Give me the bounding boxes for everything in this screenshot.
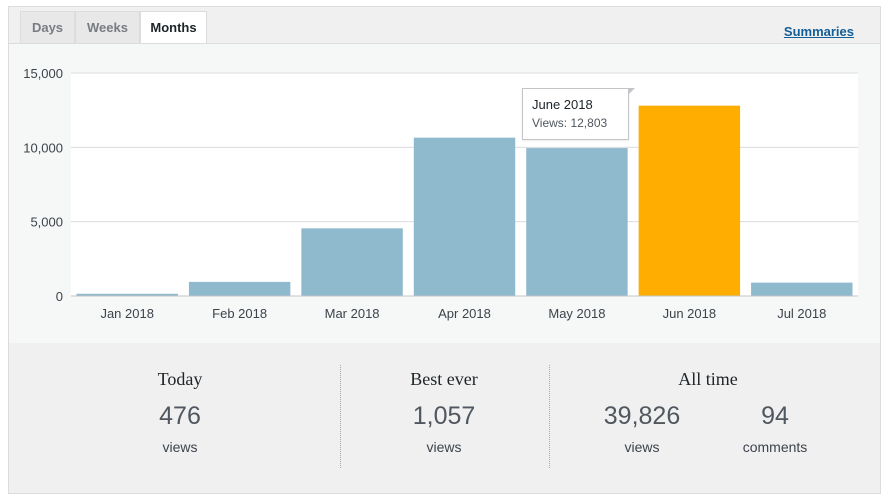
tab-days[interactable]: Days	[20, 11, 75, 44]
y-tick-label: 5,000	[30, 215, 63, 230]
stat-alltime-comments-unit: comments	[742, 439, 808, 455]
stat-alltime-comments-value: 94	[761, 402, 789, 430]
bar	[301, 228, 403, 296]
bar	[751, 282, 853, 296]
x-tick-label: Jun 2018	[663, 306, 717, 321]
y-tick-label: 10,000	[23, 140, 63, 155]
bar	[76, 293, 178, 296]
stat-alltime-views-unit: views	[624, 439, 660, 455]
x-tick-label: Jul 2018	[777, 306, 826, 321]
stat-all-time: All time	[648, 369, 768, 390]
x-tick-label: May 2018	[548, 306, 605, 321]
bar	[413, 137, 516, 296]
stat-best-title: Best ever	[410, 369, 478, 389]
stat-alltime-views-value: 39,826	[603, 402, 681, 430]
x-tick-label: Feb 2018	[212, 306, 267, 321]
stat-alltime-title: All time	[678, 369, 738, 389]
stat-divider	[549, 365, 550, 468]
chart-area: 0 5,000 10,000 15,000 Jan 2018 Feb 2018 Mar 20…	[9, 43, 880, 343]
y-tick-label: 15,000	[23, 66, 63, 81]
stat-today-value: 476	[159, 402, 201, 430]
stat-best-unit: views	[426, 439, 462, 455]
bar	[526, 148, 628, 296]
stat-today: Today 476 views	[120, 369, 240, 455]
stat-today-title: Today	[157, 369, 203, 389]
stat-best-value: 1,057	[412, 402, 476, 430]
x-tick-label: Jan 2018	[100, 306, 154, 321]
bar	[188, 281, 291, 296]
tab-months[interactable]: Months	[140, 11, 207, 43]
stat-alltime-views: 39,826 views	[592, 369, 692, 455]
tooltip-views: Views: 12,803	[532, 116, 608, 130]
bar	[638, 105, 741, 296]
summaries-link[interactable]: Summaries	[783, 24, 854, 39]
tooltip-title: June 2018	[532, 97, 593, 112]
stat-alltime-comments: 94 comments	[725, 369, 825, 455]
x-tick-label: Apr 2018	[438, 306, 491, 321]
x-tick-label: Mar 2018	[325, 306, 380, 321]
stat-today-unit: views	[162, 439, 198, 455]
stat-divider	[340, 365, 341, 468]
tab-weeks[interactable]: Weeks	[75, 11, 140, 44]
chart-tooltip: June 2018 Views: 12,803	[522, 88, 635, 140]
y-tick-label: 0	[56, 289, 63, 304]
views-bar-chart: 0 5,000 10,000 15,000 Jan 2018 Feb 2018 Mar 20…	[23, 66, 858, 321]
stats-panel: Days Weeks Months Summaries 0 5,000 10,000…	[8, 6, 881, 494]
stat-best-ever: Best ever 1,057 views	[384, 369, 504, 455]
